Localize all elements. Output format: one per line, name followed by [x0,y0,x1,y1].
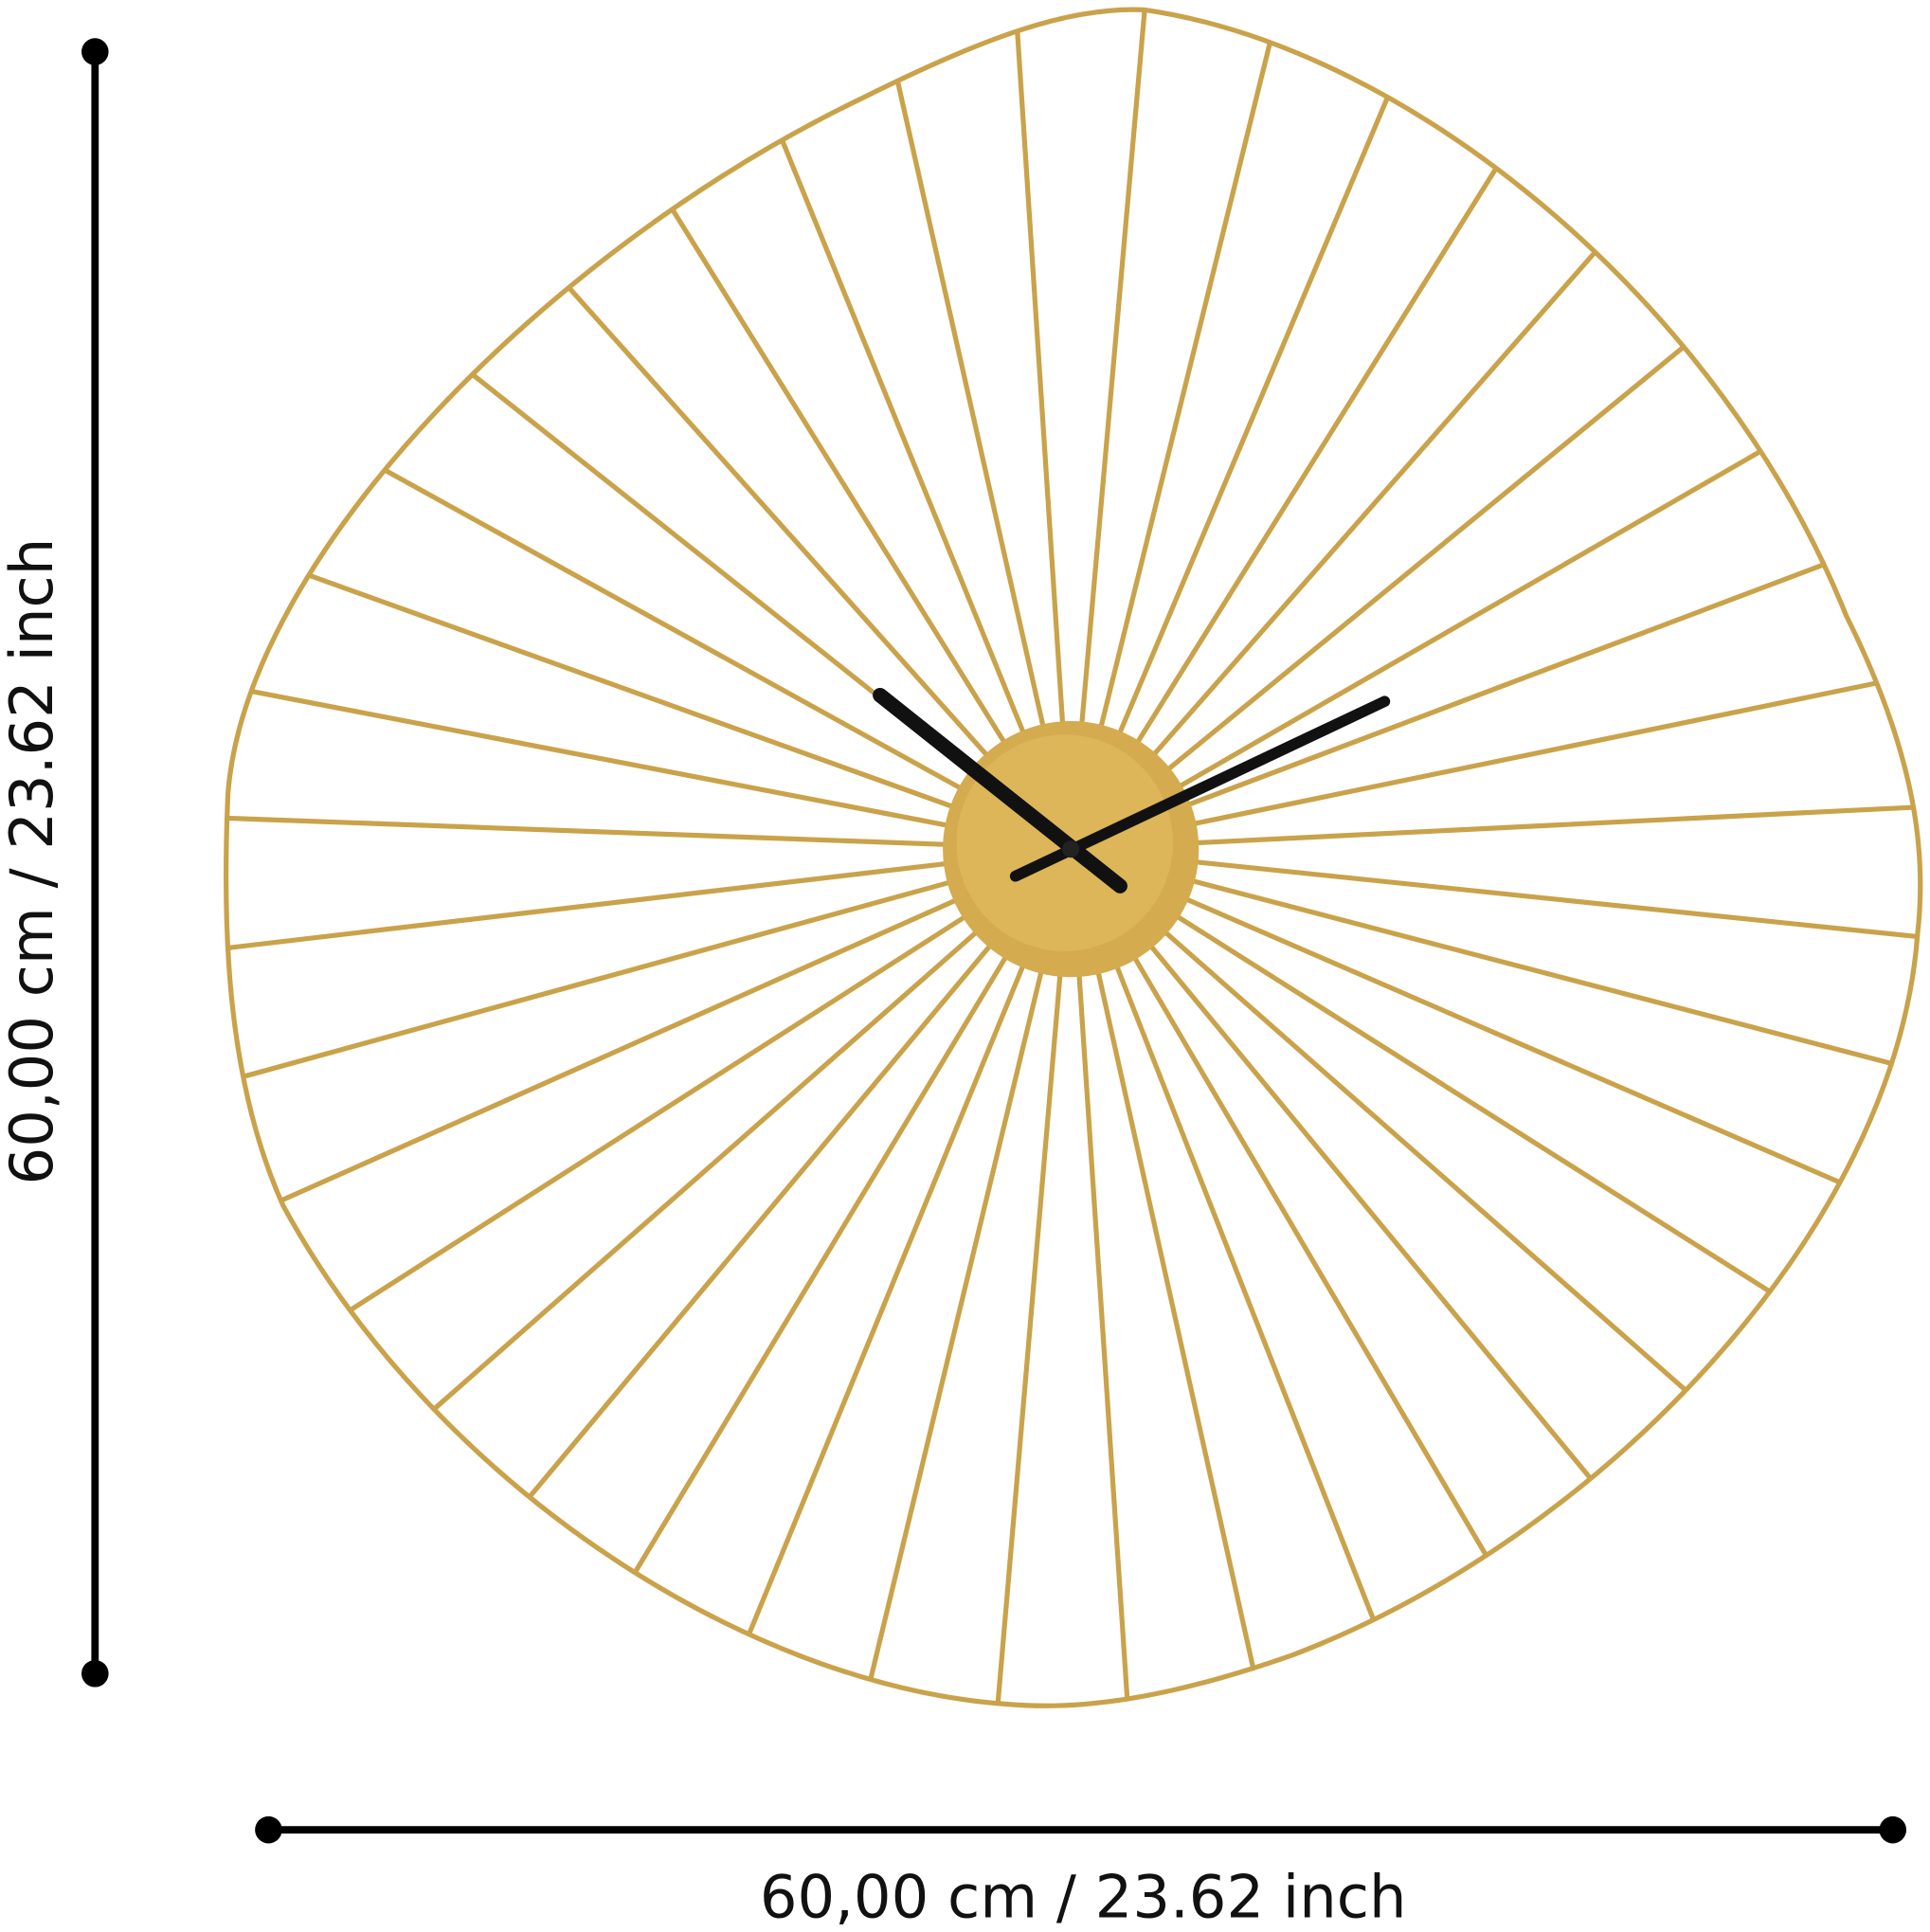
spoke [1109,950,1377,1621]
spoke [1111,96,1390,749]
dimension-end [1879,1815,1907,1844]
spoke [1171,891,1841,1185]
spoke [747,950,1032,1635]
spoke [1163,906,1772,1294]
spoke [1181,804,1914,846]
spoke [1077,9,1147,739]
width-dimension: 60,00 cm / 23.62 inch [255,1815,1907,1931]
spoke [894,80,1050,742]
spoke [308,572,968,815]
spoke [1139,932,1593,1481]
spoke [868,956,1048,1681]
spoke [567,285,1000,768]
spoke [1142,250,1597,768]
spoke [432,920,990,1412]
spoke [1179,680,1878,830]
dimension-end [81,38,109,65]
spoke [1154,345,1686,782]
clock [223,7,1923,1708]
spoke [1173,562,1825,813]
spoke [1165,449,1762,796]
spoke [780,138,1032,748]
spoke [995,959,1064,1705]
spoke [1092,956,1256,1670]
spoke [1125,943,1488,1557]
spoke [227,859,962,950]
spoke [383,467,976,798]
spoke [280,892,971,1203]
height-label: 60,00 cm / 23.62 inch [0,538,66,1185]
height-dimension: 60,00 cm / 23.62 inch [0,38,109,1688]
dimension-end [81,1659,109,1688]
clock-frame [223,7,1923,1708]
spoke [242,876,965,1079]
spoke [670,208,1015,757]
hand-pin [1062,840,1080,858]
spoke [1075,959,1130,1700]
spoke [632,942,1017,1574]
dimension-end [255,1815,282,1844]
spoke [226,815,961,848]
hour-hand [873,687,1127,894]
spoke [250,689,963,831]
spoke [349,906,980,1312]
spokes [226,9,1918,1705]
spoke [1127,167,1499,757]
spoke [1181,858,1918,940]
spoke [1152,920,1687,1393]
spoke [1177,875,1892,1066]
width-label: 60,00 cm / 23.62 inch [760,1862,1407,1931]
spoke [1015,30,1067,739]
spoke [1094,42,1272,743]
spoke [527,932,1002,1499]
